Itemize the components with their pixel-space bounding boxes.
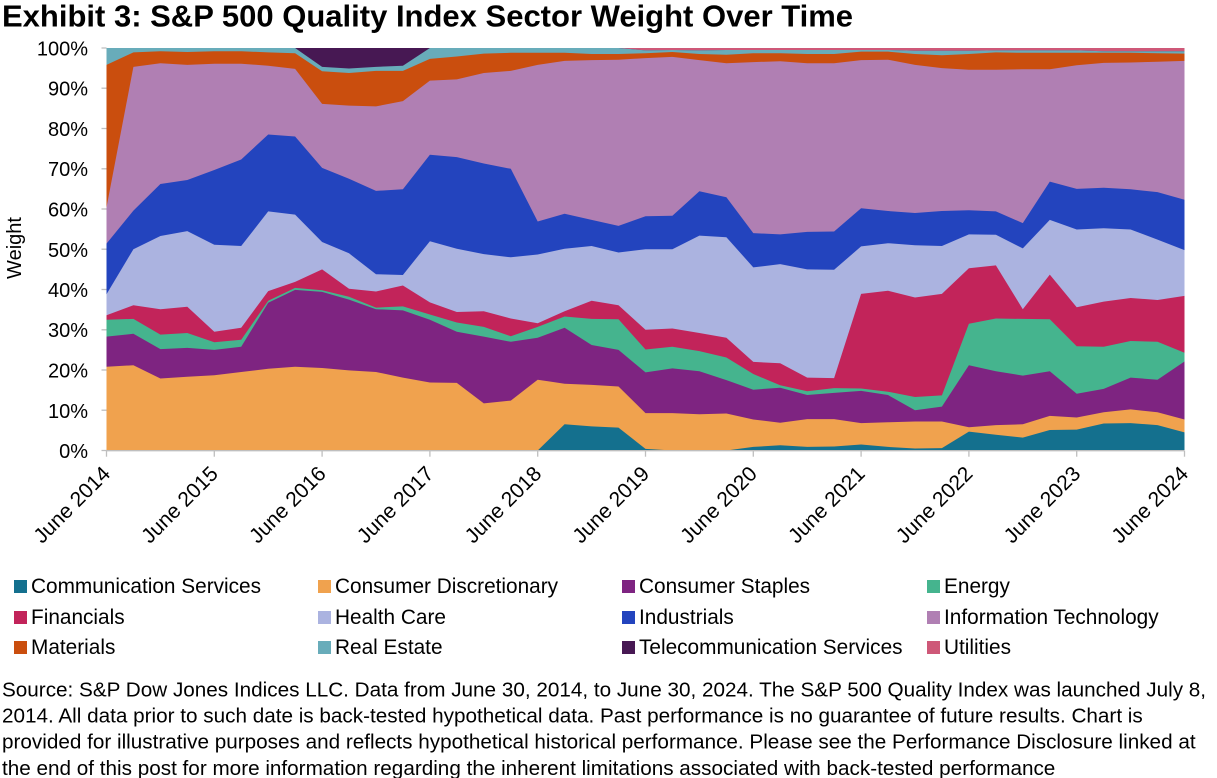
svg-text:Real Estate: Real Estate [335,636,443,659]
svg-text:Financials: Financials [31,606,125,629]
svg-text:0%: 0% [59,441,88,463]
svg-text:100%: 100% [37,39,88,61]
svg-text:June 2014: June 2014 [29,462,115,548]
svg-text:40%: 40% [48,280,88,302]
svg-text:provided for illustrative purp: provided for illustrative purposes and r… [2,731,1196,754]
svg-text:June 2019: June 2019 [568,462,654,548]
svg-text:Source: S&P Dow Jones Indices: Source: S&P Dow Jones Indices LLC. Data … [2,679,1206,702]
svg-text:the end of this post for more: the end of this post for more informatio… [2,757,1055,778]
svg-text:June 2023: June 2023 [1000,462,1086,548]
svg-text:Utilities: Utilities [944,636,1011,659]
svg-text:June 2018: June 2018 [461,462,547,548]
svg-text:Health Care: Health Care [335,606,446,629]
svg-text:90%: 90% [48,79,88,101]
svg-text:June 2017: June 2017 [353,462,439,548]
svg-text:Weight: Weight [4,217,26,279]
svg-text:Energy: Energy [944,575,1010,598]
svg-text:June 2015: June 2015 [137,462,223,548]
svg-text:June 2020: June 2020 [676,462,762,548]
svg-text:Consumer Staples: Consumer Staples [639,575,810,598]
svg-text:30%: 30% [48,320,88,342]
svg-text:Telecommunication Services: Telecommunication Services [639,636,903,659]
svg-text:June 2016: June 2016 [245,462,331,548]
svg-text:Consumer Discretionary: Consumer Discretionary [335,575,559,598]
svg-text:Exhibit 3: S&P 500 Quality Ind: Exhibit 3: S&P 500 Quality Index Sector … [2,0,853,34]
svg-text:June 2021: June 2021 [784,462,870,548]
svg-text:70%: 70% [48,159,88,181]
svg-text:Information Technology: Information Technology [944,606,1159,629]
svg-text:20%: 20% [48,361,88,383]
svg-text:Industrials: Industrials [639,606,734,629]
svg-text:Communication Services: Communication Services [31,575,261,598]
svg-text:10%: 10% [48,401,88,423]
svg-text:Materials: Materials [31,636,115,659]
svg-text:60%: 60% [48,200,88,222]
svg-text:June 2024: June 2024 [1107,462,1193,548]
svg-text:June 2022: June 2022 [892,462,978,548]
svg-text:50%: 50% [48,240,88,262]
svg-text:2014. All data prior to such d: 2014. All data prior to such date is bac… [2,705,1143,728]
svg-text:80%: 80% [48,119,88,141]
